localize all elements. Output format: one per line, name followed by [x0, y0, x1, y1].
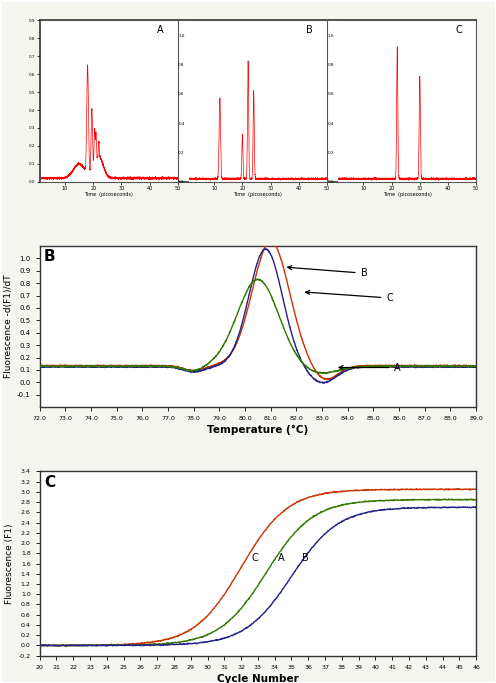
X-axis label: Time  (picoseconds): Time (picoseconds): [234, 193, 282, 197]
Text: A: A: [278, 553, 285, 563]
Text: A: A: [157, 25, 164, 36]
Y-axis label: Fluorescence (F1): Fluorescence (F1): [5, 523, 14, 604]
Text: C: C: [306, 290, 393, 303]
X-axis label: Time  (picoseconds): Time (picoseconds): [382, 193, 432, 197]
Text: C: C: [251, 553, 258, 563]
Text: C: C: [455, 25, 462, 36]
X-axis label: Cycle Number: Cycle Number: [217, 674, 299, 683]
Text: B: B: [302, 553, 309, 563]
Text: C: C: [44, 475, 55, 490]
Text: B: B: [288, 266, 368, 278]
Text: B: B: [306, 25, 313, 36]
X-axis label: Time  (picoseconds): Time (picoseconds): [84, 193, 133, 197]
X-axis label: Temperature (°C): Temperature (°C): [207, 426, 309, 436]
Text: A: A: [339, 363, 401, 372]
Text: B: B: [44, 249, 56, 264]
Y-axis label: Fluorescence -d(F1)/dT: Fluorescence -d(F1)/dT: [4, 275, 13, 378]
Text: A: A: [49, 29, 62, 46]
